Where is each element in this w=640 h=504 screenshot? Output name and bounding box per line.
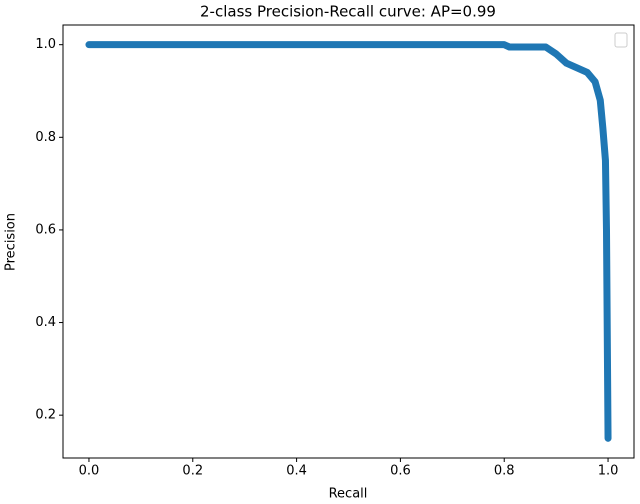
x-axis-label: Recall bbox=[329, 487, 368, 502]
x-tick-label: 1.0 bbox=[598, 464, 619, 479]
x-tick-label: 0.0 bbox=[79, 464, 100, 479]
y-tick-label: 0.8 bbox=[35, 130, 56, 145]
axes-frame bbox=[62, 24, 635, 459]
y-tick-label: 0.2 bbox=[35, 408, 56, 423]
chart-title: 2-class Precision-Recall curve: AP=0.99 bbox=[200, 3, 496, 21]
x-tick-label: 0.2 bbox=[182, 464, 203, 479]
x-tick-label: 0.6 bbox=[390, 464, 411, 479]
y-tick-label: 0.4 bbox=[35, 315, 56, 330]
y-axis-label: Precision bbox=[4, 213, 19, 271]
x-tick-label: 0.4 bbox=[286, 464, 307, 479]
y-tick-label: 1.0 bbox=[35, 37, 56, 52]
pr-curve bbox=[85, 41, 612, 442]
y-tick-label: 0.6 bbox=[35, 222, 56, 237]
x-tick-label: 0.8 bbox=[494, 464, 515, 479]
legend bbox=[614, 32, 628, 48]
